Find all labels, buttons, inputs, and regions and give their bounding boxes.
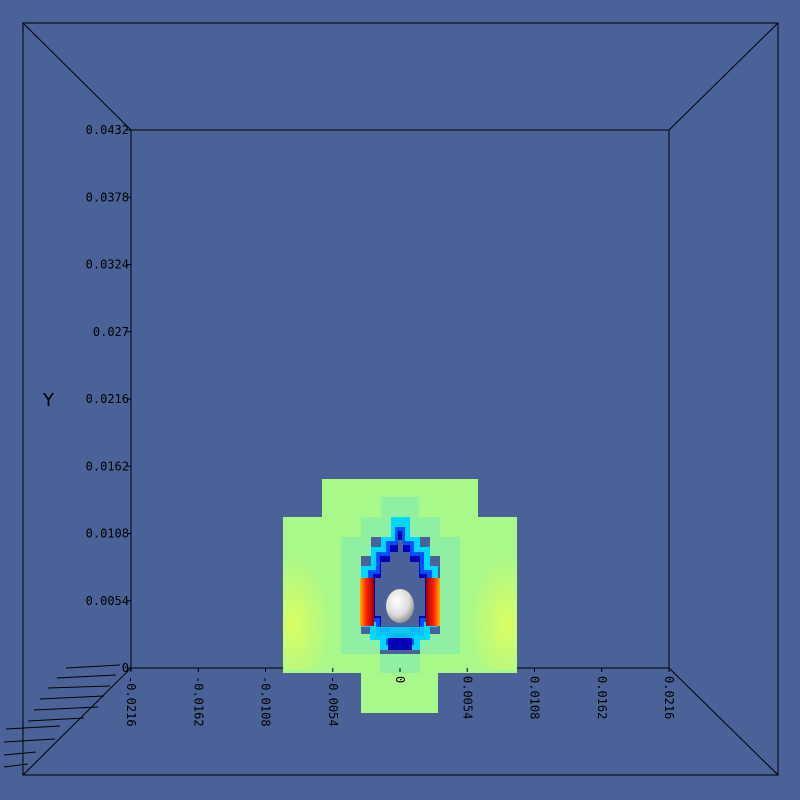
x-axis: -0.0216 -0.0162 -0.0108 -0.0054 0 0.0054 0.010… xyxy=(124,668,676,727)
glyph-line xyxy=(33,706,99,711)
orientation-glyph xyxy=(3,664,121,768)
glyph-line xyxy=(5,725,61,730)
cyan-bottom-band xyxy=(370,627,430,639)
y-tick-label: 0.0378 xyxy=(86,190,129,204)
bounding-box-back-face xyxy=(22,22,779,776)
field-mid-fill xyxy=(341,517,460,654)
x-tick-label: 0.0162 xyxy=(595,676,609,719)
bounding-box-edge-bl xyxy=(22,667,132,776)
glyph-line xyxy=(3,751,37,756)
bounding-box-edge-tl xyxy=(22,22,132,131)
bounding-box-edge-tr xyxy=(668,22,779,131)
y-tick-label: 0.0108 xyxy=(86,527,129,541)
x-tick-label: -0.0108 xyxy=(259,676,273,727)
field-mid-level xyxy=(341,497,460,673)
glyph-line xyxy=(3,763,29,768)
glyph-line xyxy=(27,717,85,722)
x-tick-label: -0.0054 xyxy=(326,676,340,727)
glyph-line xyxy=(3,738,56,743)
x-tick-label: 0.0108 xyxy=(528,676,542,719)
blue-bottom-band xyxy=(388,638,412,650)
y-axis: 0.0432 0.0378 0.0324 0.027 0.0216 0.0162 0.010… xyxy=(86,123,131,675)
glyph-line xyxy=(65,664,121,669)
glyph-line xyxy=(39,695,105,700)
y-tick-label: 0.027 xyxy=(93,325,129,339)
x-tick-label: -0.0216 xyxy=(124,676,138,727)
x-tick-label: 0.0216 xyxy=(662,676,676,719)
y-tick-label: 0 xyxy=(122,661,129,675)
glyph-line xyxy=(47,685,111,689)
field-inner-shell xyxy=(360,517,440,650)
glyph-line xyxy=(56,674,117,679)
y-tick-label: 0.0432 xyxy=(86,123,129,137)
bounding-box-edge-br xyxy=(668,667,779,776)
y-tick-label: 0.0324 xyxy=(86,258,129,272)
sphere-particle[interactable] xyxy=(386,589,414,623)
hot-zone-right xyxy=(426,578,440,626)
cyan-tip-top xyxy=(391,517,410,527)
y-tick-label: 0.0162 xyxy=(86,459,129,473)
y-tick-label: 0.0216 xyxy=(86,392,129,406)
x-tick-label: 0 xyxy=(393,676,407,683)
y-tick-label: 0.0054 xyxy=(86,594,129,608)
x-tick-label: -0.0162 xyxy=(191,676,205,727)
x-tick-label: 0.0054 xyxy=(460,676,474,719)
hot-zone-left xyxy=(360,578,374,626)
y-axis-label: Y xyxy=(42,390,55,411)
